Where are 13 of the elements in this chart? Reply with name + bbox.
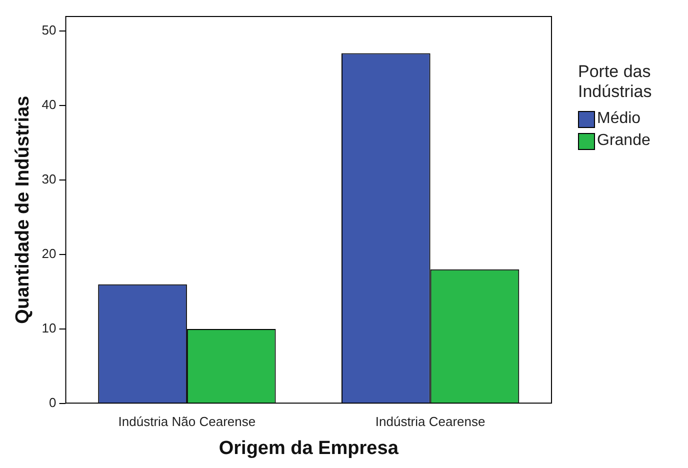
- legend-title: Porte das Indústrias: [578, 62, 653, 102]
- y-tick-label: 10: [42, 320, 56, 336]
- x-tick-label: Indústria Não Cearense: [118, 414, 256, 429]
- y-tick-label: 30: [42, 172, 56, 187]
- x-tick-label: Indústria Cearense: [375, 414, 486, 429]
- y-tick-label: 50: [42, 22, 56, 38]
- x-axis-title: Origem da Empresa: [218, 438, 399, 459]
- legend-label: Médio: [597, 110, 641, 128]
- y-tick-label: 0: [49, 395, 56, 410]
- y-tick-label: 40: [42, 97, 56, 112]
- y-axis-title: Quantidade de Indústrias: [12, 96, 34, 324]
- legend-label: Grande: [597, 132, 650, 150]
- y-tick-label: 20: [42, 246, 56, 262]
